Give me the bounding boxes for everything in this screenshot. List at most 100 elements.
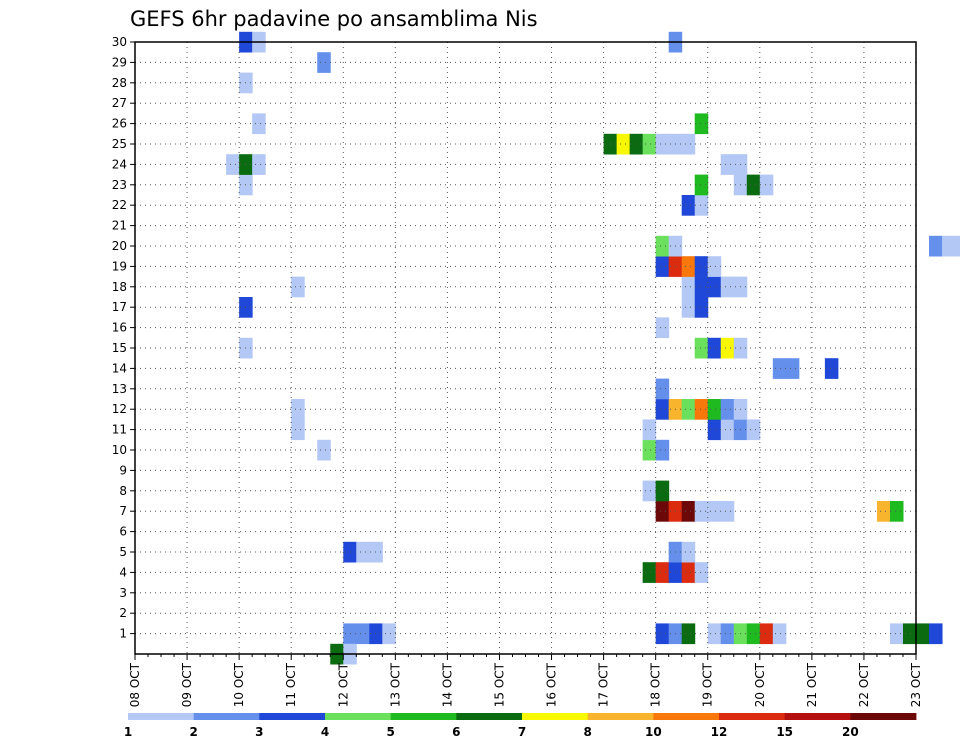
heatmap-cell [642, 562, 657, 583]
heatmap-cell [720, 337, 735, 359]
heatmap-cell [681, 562, 696, 583]
y-tick-label: 27 [112, 96, 127, 110]
heatmap-cell [707, 256, 722, 277]
y-tick-label: 11 [112, 423, 127, 437]
legend-label: 5 [386, 725, 394, 739]
y-tick-label: 5 [119, 545, 127, 559]
heatmap-cell [746, 419, 761, 441]
heatmap-cell [252, 113, 266, 135]
heatmap-cell [642, 133, 657, 155]
y-tick-label: 9 [119, 463, 127, 477]
legend-swatch [259, 713, 326, 720]
heatmap-cell [694, 297, 709, 318]
chart-title: GEFS 6hr padavine po ansamblima Nis [130, 7, 538, 31]
heatmap-cell [356, 623, 370, 645]
legend-swatch [587, 713, 654, 720]
y-tick-label: 18 [112, 280, 127, 294]
legend-label: 10 [645, 725, 662, 739]
x-tick-label: 15 OCT [492, 662, 506, 707]
y-tick-label: 7 [119, 504, 127, 518]
y-tick-label: 12 [112, 402, 127, 416]
x-tick-label: 09 OCT [180, 662, 194, 707]
heatmap-cells [226, 31, 960, 665]
heatmap-cell [681, 541, 696, 563]
heatmap-cell [772, 358, 787, 379]
heatmap-cell [655, 378, 670, 400]
heatmap-cell [655, 562, 670, 583]
legend-label: 20 [842, 725, 859, 739]
heatmap-cell [681, 276, 696, 298]
x-tick-label: 23 OCT [909, 662, 923, 707]
heatmap-cell [291, 419, 305, 441]
y-tick-label: 4 [119, 565, 127, 579]
legend-label: 1 [124, 725, 132, 739]
x-tick-label: 16 OCT [545, 662, 559, 707]
legend-swatch [456, 713, 523, 720]
legend-swatch [390, 713, 457, 720]
heatmap-cell [655, 623, 670, 645]
heatmap-cell [356, 541, 370, 563]
heatmap-cell [369, 541, 383, 563]
legend-swatch [850, 713, 917, 720]
heatmap-cell [616, 133, 631, 155]
y-tick-label: 19 [112, 259, 127, 273]
heatmap-cell [681, 195, 696, 216]
y-tick-label: 8 [119, 484, 127, 498]
heatmap-cell [707, 276, 722, 298]
x-axis: 08 OCT 09 OCT 10 OCT 11 OCT 12 OCT 13 OCT 14 O… [128, 654, 923, 707]
x-tick-label: 20 OCT [753, 662, 767, 707]
heatmap-cell [291, 399, 305, 420]
heatmap-cell [929, 623, 943, 645]
heatmap-cell [746, 623, 761, 645]
y-tick-label: 6 [119, 525, 127, 539]
y-tick-label: 23 [112, 178, 127, 192]
y-tick-label: 2 [119, 606, 127, 620]
heatmap-cell [655, 439, 670, 461]
legend-swatch [653, 713, 720, 720]
heatmap-cell [629, 133, 644, 155]
y-tick-label: 13 [112, 382, 127, 396]
heatmap-cell [694, 195, 709, 216]
heatmap-cell [694, 174, 709, 196]
heatmap-cell [226, 154, 240, 175]
heatmap-cell [655, 317, 670, 339]
heatmap-cell [929, 235, 943, 257]
x-tick-label: 10 OCT [232, 662, 246, 707]
heatmap-cell [252, 154, 266, 175]
y-tick-label: 22 [112, 198, 127, 212]
heatmap-cell [694, 399, 709, 420]
heatmap-cell [720, 501, 735, 522]
y-tick-label: 3 [119, 586, 127, 600]
y-tick-label: 20 [112, 239, 127, 253]
heatmap-cell [720, 623, 735, 645]
heatmap-cell [707, 501, 722, 522]
heatmap-cell [707, 419, 722, 441]
y-tick-label: 14 [112, 361, 127, 375]
legend-swatch [719, 713, 786, 720]
x-tick-label: 21 OCT [805, 662, 819, 707]
heatmap-cell [681, 399, 696, 420]
heatmap-cell [369, 623, 383, 645]
heatmap-cell [655, 399, 670, 420]
y-tick-label: 26 [112, 117, 127, 131]
heatmap-cell [642, 480, 657, 502]
x-tick-label: 14 OCT [440, 662, 454, 707]
heatmap-cell [824, 358, 839, 379]
heatmap-cell [759, 174, 774, 196]
heatmap-cell [759, 623, 774, 645]
x-tick-label: 18 OCT [649, 662, 663, 707]
heatmap-cell [707, 337, 722, 359]
legend-label: 2 [189, 725, 197, 739]
x-tick-label: 11 OCT [284, 662, 298, 707]
heatmap-cell [655, 501, 670, 522]
legend-swatch [325, 713, 392, 720]
heatmap-cell [694, 276, 709, 298]
heatmap-cell [681, 297, 696, 318]
heatmap-cell [720, 276, 735, 298]
y-tick-label: 30 [112, 35, 127, 49]
heatmap-cell [291, 276, 305, 298]
y-tick-label: 16 [112, 321, 127, 335]
x-tick-label: 17 OCT [597, 662, 611, 707]
y-tick-label: 21 [112, 219, 127, 233]
